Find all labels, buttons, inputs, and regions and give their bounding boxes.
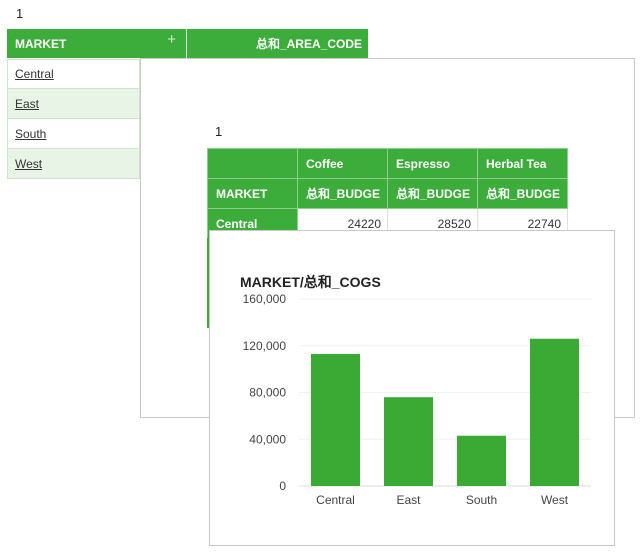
bar[interactable] <box>311 353 360 486</box>
product-header-row: Coffee Espresso Herbal Tea <box>207 148 568 179</box>
market-link[interactable]: East <box>15 96 40 111</box>
y-tick-label: 40,000 <box>249 432 286 446</box>
market-link[interactable]: West <box>15 156 43 171</box>
x-tick-label: West <box>541 493 569 507</box>
x-tick-label: East <box>396 493 421 507</box>
y-tick-label: 120,000 <box>243 339 287 353</box>
row-header[interactable]: MARKET <box>207 178 298 209</box>
product-header[interactable]: Espresso <box>387 148 478 179</box>
market-link[interactable]: Central <box>15 67 54 81</box>
product-header[interactable]: Coffee <box>297 148 388 179</box>
market-link[interactable]: South <box>15 126 47 141</box>
market-column-header[interactable]: MARKET + <box>7 29 187 58</box>
bar[interactable] <box>384 397 433 486</box>
panel1-title: 1 <box>16 6 24 21</box>
y-tick-label: 160,000 <box>243 292 287 306</box>
x-tick-label: Central <box>316 493 355 507</box>
x-tick-label: South <box>466 493 497 507</box>
market-header-label: MARKET <box>15 36 67 51</box>
area-code-header-label: 总和_AREA_CODE <box>255 37 362 51</box>
chart-title: MARKET/总和_COGS <box>240 274 381 290</box>
market-row[interactable]: East <box>7 89 140 119</box>
bar[interactable] <box>457 435 506 486</box>
market-row[interactable]: Central <box>7 59 140 89</box>
row-header-strip <box>207 238 210 328</box>
y-tick-label: 0 <box>279 479 286 493</box>
measure-header[interactable]: 总和_BUDGE <box>387 178 478 209</box>
measure-header[interactable]: 总和_BUDGE <box>297 178 388 209</box>
bar-chart: 0 40,000 80,000 120,000 160,000 Central East So… <box>243 292 591 507</box>
panel1-header: MARKET + 总和_AREA_CODE <box>7 29 368 58</box>
panel2-title: 1 <box>215 124 223 139</box>
pivot-table: Coffee Espresso Herbal Tea MARKET 总和_BUD… <box>207 148 568 239</box>
bar[interactable] <box>530 338 579 486</box>
plus-icon[interactable]: + <box>167 31 176 48</box>
market-row[interactable]: West <box>7 149 140 179</box>
corner-cell <box>207 148 298 179</box>
measure-header-row: MARKET 总和_BUDGE 总和_BUDGE 总和_BUDGE <box>207 178 568 209</box>
y-tick-label: 80,000 <box>249 386 286 400</box>
product-header[interactable]: Herbal Tea <box>477 148 568 179</box>
measure-header[interactable]: 总和_BUDGE <box>477 178 568 209</box>
market-list: Central East South West <box>7 59 140 179</box>
area-code-column-header[interactable]: 总和_AREA_CODE <box>187 29 368 58</box>
market-row[interactable]: South <box>7 119 140 149</box>
